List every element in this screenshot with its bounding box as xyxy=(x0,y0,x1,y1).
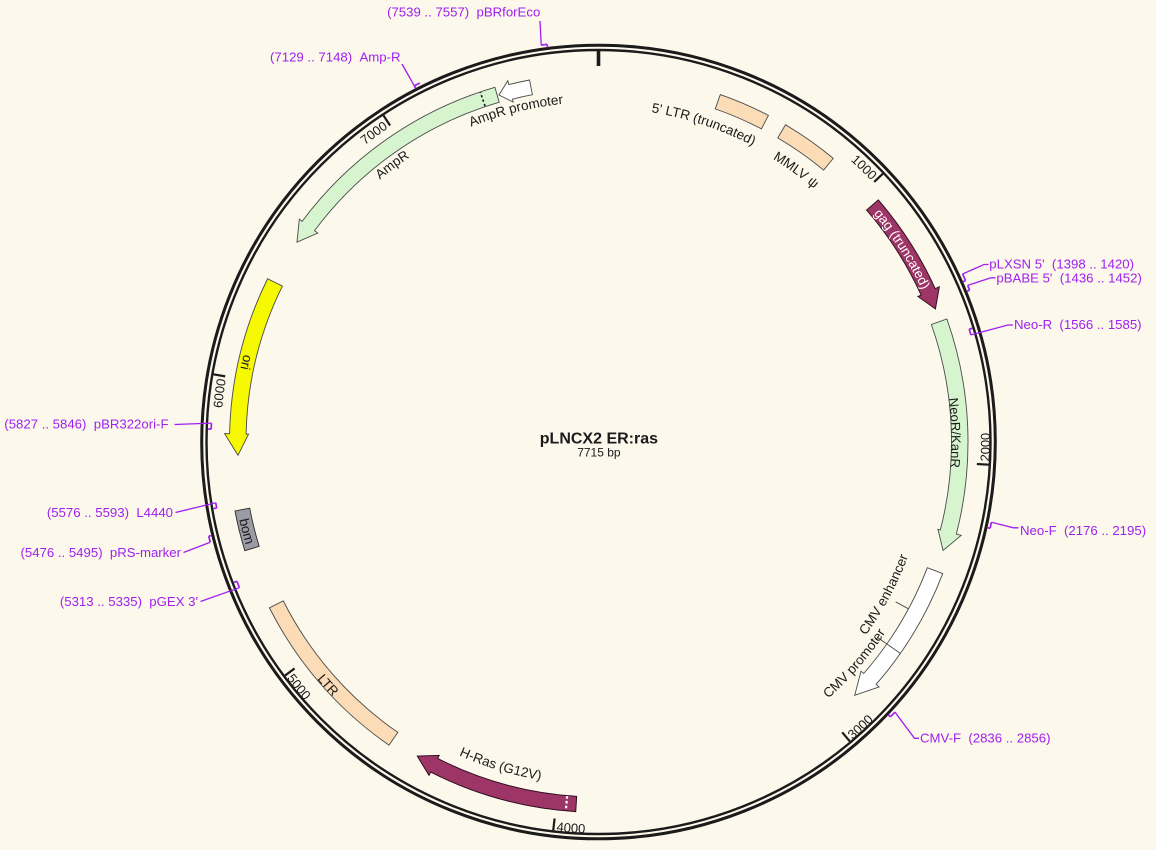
svg-text:pLNCX2 ER:ras: pLNCX2 ER:ras xyxy=(540,431,658,448)
svg-text:CMV-F (2836 .. 2856): CMV-F (2836 .. 2856) xyxy=(920,731,1050,746)
svg-text:Neo-R (1566 .. 1585): Neo-R (1566 .. 1585) xyxy=(1014,317,1142,332)
svg-text:(7539 .. 7557) pBRforEco: (7539 .. 7557) pBRforEco xyxy=(387,5,540,20)
svg-text:NeoR/KanR: NeoR/KanR xyxy=(946,397,964,468)
svg-text:7715 bp: 7715 bp xyxy=(577,446,621,460)
svg-text:6000: 6000 xyxy=(210,378,229,409)
svg-text:pLXSN 5' (1398 .. 1420): pLXSN 5' (1398 .. 1420) xyxy=(989,257,1134,272)
svg-text:(5476 .. 5495) pRS-marker: (5476 .. 5495) pRS-marker xyxy=(20,545,181,560)
svg-text:pBABE 5' (1436 .. 1452): pBABE 5' (1436 .. 1452) xyxy=(996,271,1141,286)
svg-text:Neo-F (2176 .. 2195): Neo-F (2176 .. 2195) xyxy=(1020,523,1146,538)
svg-text:ori: ori xyxy=(237,353,255,371)
svg-text:bom: bom xyxy=(236,517,257,546)
svg-text:2000: 2000 xyxy=(977,433,992,462)
svg-text:4000: 4000 xyxy=(556,819,586,836)
svg-text:(7129 .. 7148) Amp-R: (7129 .. 7148) Amp-R xyxy=(270,50,400,65)
svg-text:(5576 .. 5593) L4440: (5576 .. 5593) L4440 xyxy=(47,505,173,520)
svg-text:(5313 .. 5335) pGEX 3': (5313 .. 5335) pGEX 3' xyxy=(60,594,198,609)
svg-text:(5827 .. 5846) pBR322ori-F: (5827 .. 5846) pBR322ori-F xyxy=(4,417,168,432)
